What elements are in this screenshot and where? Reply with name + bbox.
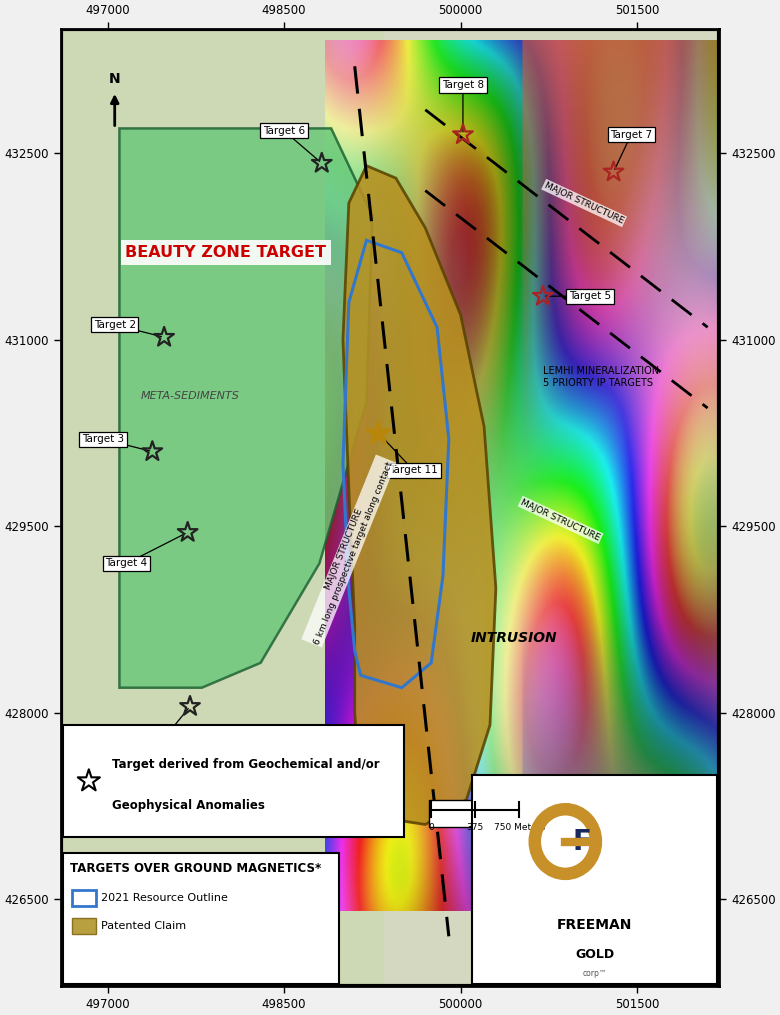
Point: [182, 524, 194, 540]
Bar: [73, 918, 96, 934]
Text: Target 7: Target 7: [610, 130, 652, 140]
Point: [457, 127, 470, 143]
Text: INTRUSION: INTRUSION: [470, 631, 557, 645]
Text: Patented Claim: Patented Claim: [101, 921, 186, 931]
Text: MAJOR STRUCTURE
6 km long prospective target along contact: MAJOR STRUCTURE 6 km long prospective ta…: [303, 457, 395, 646]
Text: Target 9: Target 9: [133, 745, 176, 755]
Text: F: F: [573, 827, 591, 856]
FancyBboxPatch shape: [63, 725, 404, 837]
Text: META-SEDIMENTS: META-SEDIMENTS: [140, 391, 239, 401]
Text: TARGETS OVER GROUND MAGNETICS*: TARGETS OVER GROUND MAGNETICS*: [70, 862, 321, 875]
Text: Target derived from Geochemical and/or: Target derived from Geochemical and/or: [112, 757, 380, 770]
Point: [372, 425, 385, 442]
Text: LEMHI MINERALIZATION
5 PRIORTY IP TARGETS: LEMHI MINERALIZATION 5 PRIORTY IP TARGET…: [543, 366, 659, 388]
Point: [184, 698, 197, 715]
Text: Target 8: Target 8: [442, 80, 484, 90]
Text: Target 11: Target 11: [389, 465, 438, 475]
Bar: [429, 800, 522, 827]
Text: Geophysical Anomalies: Geophysical Anomalies: [112, 799, 265, 812]
Point: [537, 288, 549, 304]
Point: [316, 155, 328, 172]
Text: Target 4: Target 4: [105, 558, 147, 568]
Text: corp™: corp™: [583, 968, 607, 977]
Text: Target 6: Target 6: [263, 126, 305, 136]
Point: [608, 163, 620, 180]
Point: [158, 329, 170, 345]
Text: FREEMAN: FREEMAN: [557, 919, 633, 932]
Text: BEAUTY ZONE TARGET: BEAUTY ZONE TARGET: [126, 246, 326, 260]
Text: MAJOR STRUCTURE: MAJOR STRUCTURE: [543, 181, 626, 225]
Bar: [73, 890, 96, 906]
Text: Target 3: Target 3: [82, 434, 124, 445]
FancyBboxPatch shape: [63, 853, 339, 984]
Text: Target 5: Target 5: [569, 291, 611, 301]
Polygon shape: [119, 129, 372, 688]
FancyBboxPatch shape: [473, 774, 717, 984]
Point: [83, 772, 95, 789]
Text: 0: 0: [428, 823, 434, 832]
Text: N: N: [109, 72, 121, 86]
Text: Target 2: Target 2: [94, 320, 136, 330]
Text: MAJOR STRUCTURE: MAJOR STRUCTURE: [519, 497, 601, 542]
Text: GOLD: GOLD: [575, 948, 615, 961]
Text: 2021 Resource Outline: 2021 Resource Outline: [101, 893, 228, 903]
Point: [146, 444, 158, 460]
Polygon shape: [61, 29, 384, 986]
Text: 750 Meters: 750 Meters: [494, 823, 545, 832]
Text: 375: 375: [466, 823, 484, 832]
Polygon shape: [343, 165, 496, 824]
